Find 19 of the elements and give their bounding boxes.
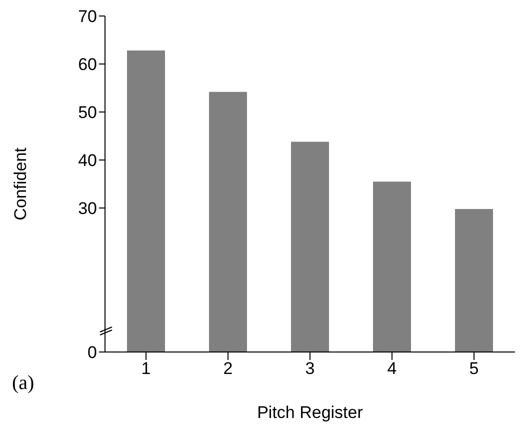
bar xyxy=(209,92,247,352)
y-tick-label: 60 xyxy=(78,55,97,74)
bar xyxy=(373,182,411,352)
x-tick-label: 2 xyxy=(223,359,233,378)
y-tick-label: 0 xyxy=(88,343,97,362)
x-tick-label: 4 xyxy=(387,359,397,378)
text: (a) xyxy=(12,372,34,395)
y-tick-label: 30 xyxy=(78,199,97,218)
y-axis-title: Confident xyxy=(11,147,30,220)
bar xyxy=(455,208,493,352)
x-tick-label: 1 xyxy=(141,359,151,378)
bar xyxy=(127,50,165,352)
y-tick-label: 50 xyxy=(78,103,97,122)
x-axis-title: Pitch Register xyxy=(257,403,364,422)
y-tick-label: 40 xyxy=(78,151,97,170)
y-tick-label: 70 xyxy=(78,7,97,26)
x-tick-label: 3 xyxy=(305,359,315,378)
bar xyxy=(291,142,329,352)
x-tick-label: 5 xyxy=(469,359,479,378)
